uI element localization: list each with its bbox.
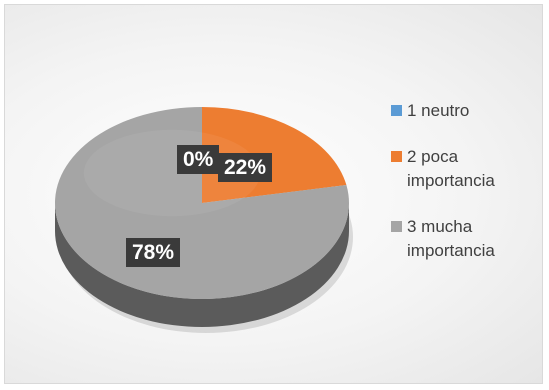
- pie-side-2: [55, 203, 349, 327]
- legend-label-neutro: 1 neutro: [407, 101, 470, 120]
- legend-label-poca-importancia: 2 poca importancia: [407, 147, 495, 190]
- legend-swatch-poca-importancia: [391, 151, 402, 162]
- data-label-poca-importancia: 22%: [218, 153, 273, 182]
- chart-area: 0% 22% 78% 1 neutro 2 poca importancia 3…: [4, 4, 543, 384]
- legend: 1 neutro 2 poca importancia 3 mucha impo…: [391, 99, 541, 285]
- legend-item-poca-importancia: 2 poca importancia: [391, 145, 541, 193]
- legend-swatch-mucha-importancia: [391, 221, 402, 232]
- legend-item-neutro: 1 neutro: [391, 99, 541, 123]
- legend-item-mucha-importancia: 3 mucha importancia: [391, 215, 541, 263]
- legend-label-mucha-importancia: 3 mucha importancia: [407, 217, 495, 260]
- legend-swatch-neutro: [391, 105, 402, 116]
- data-label-mucha-importancia: 78%: [126, 238, 181, 267]
- data-label-neutro: 0%: [177, 145, 220, 174]
